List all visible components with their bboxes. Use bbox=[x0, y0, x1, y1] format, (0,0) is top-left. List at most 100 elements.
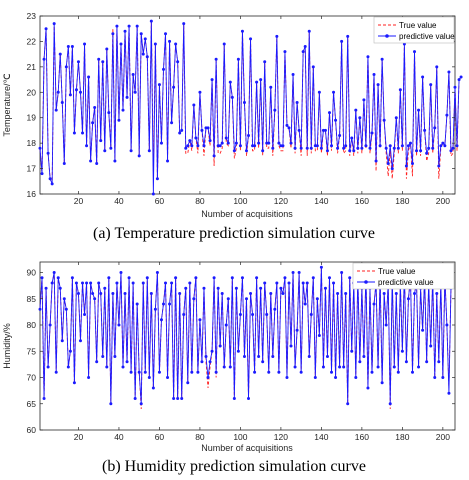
data-point bbox=[406, 297, 410, 301]
data-point bbox=[261, 360, 265, 364]
data-point bbox=[447, 70, 451, 74]
data-point bbox=[249, 292, 253, 295]
data-point bbox=[319, 265, 323, 269]
data-point bbox=[321, 365, 325, 369]
x-tick-label: 160 bbox=[355, 196, 369, 206]
y-tick-label: 21 bbox=[27, 62, 37, 72]
data-point bbox=[319, 146, 323, 150]
data-point bbox=[419, 149, 423, 153]
data-point bbox=[182, 313, 186, 316]
data-point bbox=[311, 65, 315, 69]
data-point bbox=[190, 144, 194, 148]
data-point bbox=[244, 149, 248, 153]
data-point bbox=[224, 323, 228, 327]
data-point bbox=[255, 276, 259, 280]
data-point bbox=[218, 344, 222, 348]
data-point bbox=[178, 292, 182, 295]
data-point bbox=[358, 360, 362, 364]
data-point bbox=[178, 131, 182, 135]
data-point bbox=[425, 360, 429, 364]
data-point bbox=[196, 144, 200, 148]
data-point bbox=[417, 108, 421, 112]
data-point bbox=[190, 370, 194, 374]
data-point bbox=[115, 24, 119, 28]
data-point bbox=[139, 402, 143, 406]
data-point bbox=[404, 164, 408, 168]
data-point bbox=[352, 149, 356, 153]
data-point bbox=[350, 349, 354, 353]
data-point bbox=[437, 164, 441, 168]
data-point bbox=[429, 83, 433, 87]
data-point bbox=[206, 126, 210, 130]
data-point bbox=[234, 286, 238, 290]
data-point bbox=[338, 365, 342, 369]
data-point bbox=[410, 370, 414, 374]
data-point bbox=[376, 365, 380, 369]
data-point bbox=[350, 136, 354, 140]
data-point bbox=[70, 276, 74, 280]
data-point bbox=[368, 146, 372, 150]
series-line-pred bbox=[39, 267, 452, 404]
data-point bbox=[135, 24, 139, 28]
data-point bbox=[228, 80, 232, 84]
data-point bbox=[226, 141, 230, 145]
data-point bbox=[435, 292, 439, 295]
data-point bbox=[346, 34, 350, 38]
data-point bbox=[259, 286, 263, 290]
data-point bbox=[427, 146, 431, 150]
y-tick-label: 16 bbox=[27, 189, 37, 199]
x-tick-label: 180 bbox=[395, 432, 409, 442]
data-point bbox=[117, 118, 121, 122]
data-point bbox=[283, 276, 287, 280]
data-point bbox=[259, 78, 263, 82]
data-point bbox=[267, 370, 271, 374]
data-point bbox=[157, 370, 161, 374]
data-point bbox=[54, 370, 58, 374]
x-tick-label: 200 bbox=[436, 432, 450, 442]
data-point bbox=[85, 281, 89, 285]
data-point bbox=[76, 60, 80, 64]
temperature-chart: 20 40 60 80 100 120 140 160 180 200 16 17 18 19 20 21 22… bbox=[2, 11, 463, 242]
data-point bbox=[232, 149, 236, 153]
data-point bbox=[400, 349, 404, 353]
data-point bbox=[42, 57, 46, 61]
data-point bbox=[295, 328, 299, 332]
data-point bbox=[263, 60, 267, 64]
data-point bbox=[74, 281, 78, 285]
data-point bbox=[168, 302, 172, 306]
data-point bbox=[269, 85, 273, 89]
data-point bbox=[174, 276, 178, 280]
data-point bbox=[230, 95, 234, 99]
data-point bbox=[161, 302, 165, 306]
legend-label-true: True value bbox=[378, 267, 416, 276]
data-point bbox=[396, 146, 400, 150]
data-point bbox=[103, 149, 107, 153]
x-tick-label: 100 bbox=[233, 432, 247, 442]
data-point bbox=[83, 313, 87, 316]
data-point bbox=[137, 154, 141, 158]
data-point bbox=[56, 276, 60, 280]
data-point bbox=[129, 149, 133, 153]
data-point bbox=[336, 146, 340, 150]
data-point bbox=[240, 276, 244, 280]
data-point bbox=[441, 376, 445, 379]
data-point bbox=[125, 360, 129, 364]
data-point bbox=[93, 297, 97, 301]
data-point bbox=[147, 376, 151, 379]
x-tick-label: 140 bbox=[314, 432, 328, 442]
data-point bbox=[370, 131, 374, 135]
data-point bbox=[342, 146, 346, 150]
data-point bbox=[113, 159, 117, 163]
data-point bbox=[200, 360, 204, 364]
data-point bbox=[378, 144, 382, 148]
data-point bbox=[198, 90, 202, 94]
data-point bbox=[311, 276, 315, 280]
data-point bbox=[87, 75, 91, 79]
data-point bbox=[133, 90, 137, 94]
data-point bbox=[145, 276, 149, 280]
data-point bbox=[317, 334, 321, 337]
data-point bbox=[159, 318, 163, 322]
x-tick-label: 80 bbox=[195, 196, 205, 206]
data-point bbox=[121, 108, 125, 112]
